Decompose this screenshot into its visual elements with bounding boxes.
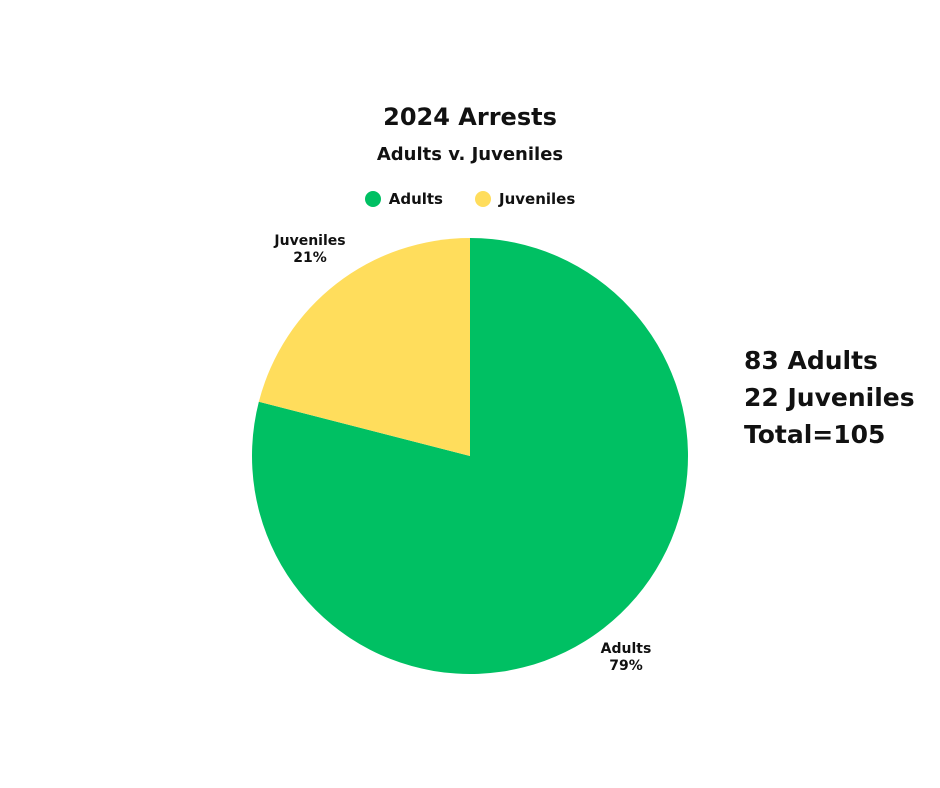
slice-label-adults: Adults 79% [584,641,668,675]
summary-block: 83 Adults 22 Juveniles Total=105 [744,342,915,453]
slice-label-juveniles: Juveniles 21% [262,233,358,267]
chart-title: 2024 Arrests [383,103,557,131]
slice-label-juveniles-name: Juveniles [274,233,346,249]
slice-label-juveniles-percent: 21% [293,250,327,266]
legend-swatch-adults [364,191,381,207]
legend-swatch-juveniles [474,191,491,207]
legend-item-adults: Adults [364,190,443,208]
slice-label-adults-percent: 79% [609,658,643,674]
chart-subtitle: Adults v. Juveniles [376,144,564,165]
legend-item-juveniles: Juveniles [474,190,576,208]
slice-label-adults-name: Adults [600,641,652,657]
summary-total: Total=105 [744,420,886,449]
legend-label-adults: Adults [388,190,443,208]
legend-label-juveniles: Juveniles [498,190,576,208]
legend: Adults Juveniles [0,190,940,208]
summary-adults: 83 Adults [744,346,878,375]
summary-juveniles: 22 Juveniles [744,383,915,412]
pie-slice-juveniles [258,238,470,456]
